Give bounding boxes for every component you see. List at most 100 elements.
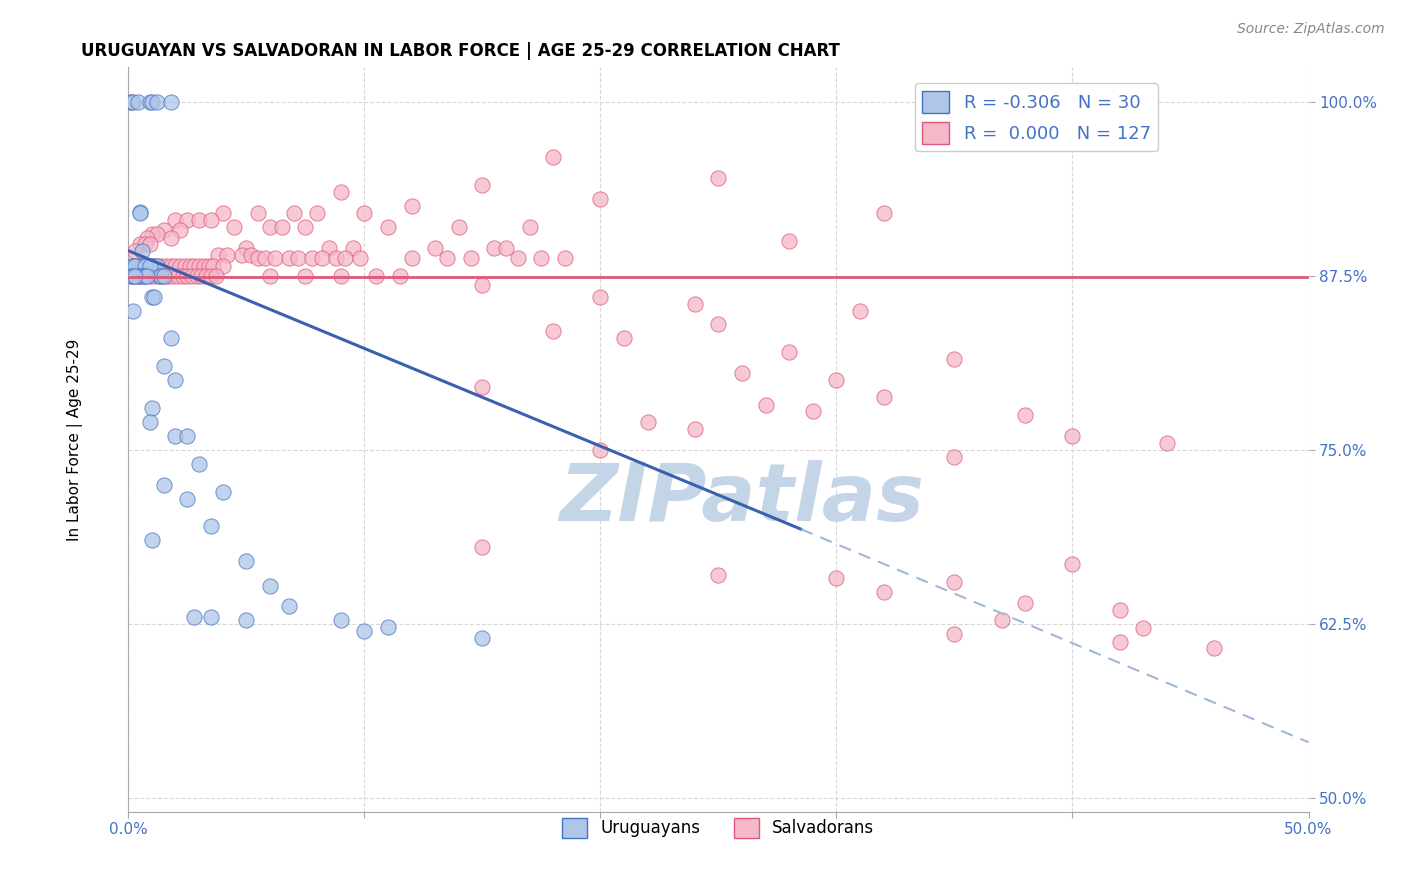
Point: [159, 231, 181, 245]
Point: [217, 248, 239, 262]
Point: [1062, 429, 1084, 443]
Point: [131, 259, 153, 273]
Point: [122, 259, 145, 273]
Point: [120, 268, 142, 283]
Point: [471, 541, 494, 555]
Point: [141, 259, 163, 273]
Point: [143, 268, 166, 283]
Point: [1204, 640, 1226, 655]
Point: [138, 268, 160, 283]
Point: [136, 259, 159, 273]
Point: [872, 585, 894, 599]
Point: [287, 251, 309, 265]
Point: [318, 241, 340, 255]
Point: [349, 251, 371, 265]
Point: [145, 227, 167, 241]
Point: [541, 150, 564, 164]
Point: [207, 248, 229, 262]
Point: [589, 442, 612, 457]
Point: [134, 259, 156, 273]
Point: [145, 95, 167, 109]
Point: [423, 241, 446, 255]
Point: [235, 613, 257, 627]
Point: [131, 268, 153, 283]
Point: [1014, 408, 1036, 422]
Point: [127, 259, 149, 273]
Point: [166, 268, 188, 283]
Point: [377, 219, 399, 234]
Text: ZIPatlas: ZIPatlas: [560, 460, 925, 538]
Point: [1062, 557, 1084, 571]
Point: [165, 373, 187, 387]
Point: [129, 204, 152, 219]
Point: [530, 251, 553, 265]
Point: [388, 268, 411, 283]
Point: [707, 318, 730, 332]
Point: [200, 610, 222, 624]
Point: [122, 259, 145, 273]
Text: URUGUAYAN VS SALVADORAN IN LABOR FORCE | AGE 25-29 CORRELATION CHART: URUGUAYAN VS SALVADORAN IN LABOR FORCE |…: [82, 42, 839, 60]
Point: [176, 213, 198, 227]
Point: [471, 278, 494, 293]
Point: [211, 259, 233, 273]
Point: [353, 624, 375, 638]
Point: [204, 268, 226, 283]
Point: [141, 227, 163, 241]
Point: [141, 259, 163, 273]
Point: [731, 366, 754, 380]
Point: [943, 626, 966, 640]
Point: [519, 219, 541, 234]
Point: [122, 95, 145, 109]
Point: [124, 268, 146, 283]
Point: [134, 268, 156, 283]
Point: [263, 251, 285, 265]
Point: [157, 268, 180, 283]
Point: [134, 268, 156, 283]
Point: [138, 236, 160, 251]
Point: [270, 219, 292, 234]
Point: [197, 259, 219, 273]
Point: [159, 331, 181, 345]
Point: [131, 244, 153, 258]
Point: [152, 223, 174, 237]
Point: [943, 575, 966, 590]
Point: [136, 268, 159, 283]
Point: [188, 259, 211, 273]
Point: [471, 178, 494, 193]
Point: [329, 185, 352, 199]
Point: [138, 95, 160, 109]
Point: [1014, 596, 1036, 610]
Point: [131, 259, 153, 273]
Point: [541, 325, 564, 339]
Point: [145, 259, 167, 273]
Point: [162, 268, 184, 283]
Point: [183, 610, 205, 624]
Point: [755, 398, 778, 412]
Point: [169, 259, 191, 273]
Point: [707, 171, 730, 186]
Point: [150, 259, 173, 273]
Point: [613, 331, 636, 345]
Point: [150, 268, 173, 283]
Point: [159, 259, 181, 273]
Point: [247, 206, 270, 220]
Point: [329, 613, 352, 627]
Point: [124, 259, 146, 273]
Point: [152, 268, 174, 283]
Point: [377, 620, 399, 634]
Point: [141, 95, 163, 109]
Point: [554, 251, 576, 265]
Point: [482, 241, 505, 255]
Point: [943, 450, 966, 464]
Point: [120, 259, 142, 273]
Point: [460, 251, 482, 265]
Legend: Uruguayans, Salvadorans: Uruguayans, Salvadorans: [555, 811, 882, 845]
Point: [342, 241, 364, 255]
Point: [129, 206, 152, 220]
Point: [495, 241, 517, 255]
Point: [231, 248, 253, 262]
Point: [186, 268, 208, 283]
Point: [259, 219, 281, 234]
Point: [143, 290, 166, 304]
Point: [120, 95, 142, 109]
